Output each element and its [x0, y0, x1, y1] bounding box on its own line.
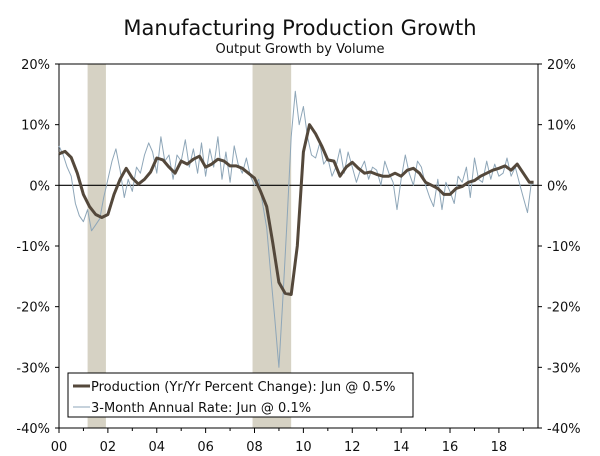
axis-tick-labels: 20% 20% 10% 10% 0% 0% -10% -10% -20% -20% -30% -30%… [16, 58, 580, 455]
legend-label-production: Production (Yr/Yr Percent Change): Jun @… [91, 380, 395, 395]
y-tick-label-left: -30% [16, 361, 50, 376]
legend-box [67, 372, 414, 418]
y-tick-label-left: -10% [16, 240, 50, 255]
x-tick-label: 02 [100, 440, 117, 455]
x-tick-label: 08 [246, 440, 263, 455]
x-tick-label: 06 [197, 440, 214, 455]
x-tick-label: 14 [393, 440, 410, 455]
x-tick-label: 18 [491, 440, 508, 455]
y-tick-label-right: 20% [547, 58, 576, 73]
x-tick-label: 12 [344, 440, 361, 455]
y-tick-label-right: -10% [547, 240, 581, 255]
y-tick-label-left: 20% [21, 58, 50, 73]
y-tick-label-left: 10% [21, 119, 50, 134]
series-line-annual-rate [58, 90, 534, 368]
y-tick-label-right: 10% [547, 119, 576, 134]
y-tick-label-right: 0% [547, 179, 568, 194]
chart-title: Manufacturing Production Growth [123, 16, 476, 40]
y-tick-label-right: -30% [547, 361, 581, 376]
x-tick-label: 00 [51, 440, 68, 455]
series-line-production [58, 123, 534, 296]
recession-band-1 [87, 64, 106, 428]
legend-label-annual-rate: 3-Month Annual Rate: Jun @ 0.1% [91, 401, 311, 416]
x-tick-label: 04 [148, 440, 165, 455]
chart-series [58, 90, 534, 368]
x-tick-label: 16 [442, 440, 459, 455]
legend: Production (Yr/Yr Percent Change): Jun @… [67, 372, 414, 418]
y-tick-label-right: -20% [547, 301, 581, 316]
y-tick-label-left: -40% [16, 422, 50, 437]
y-tick-label-right: -40% [547, 422, 581, 437]
chart-subtitle: Output Growth by Volume [216, 42, 385, 57]
y-tick-label-left: 0% [29, 179, 50, 194]
y-tick-label-left: -20% [16, 301, 50, 316]
x-tick-label: 10 [295, 440, 312, 455]
